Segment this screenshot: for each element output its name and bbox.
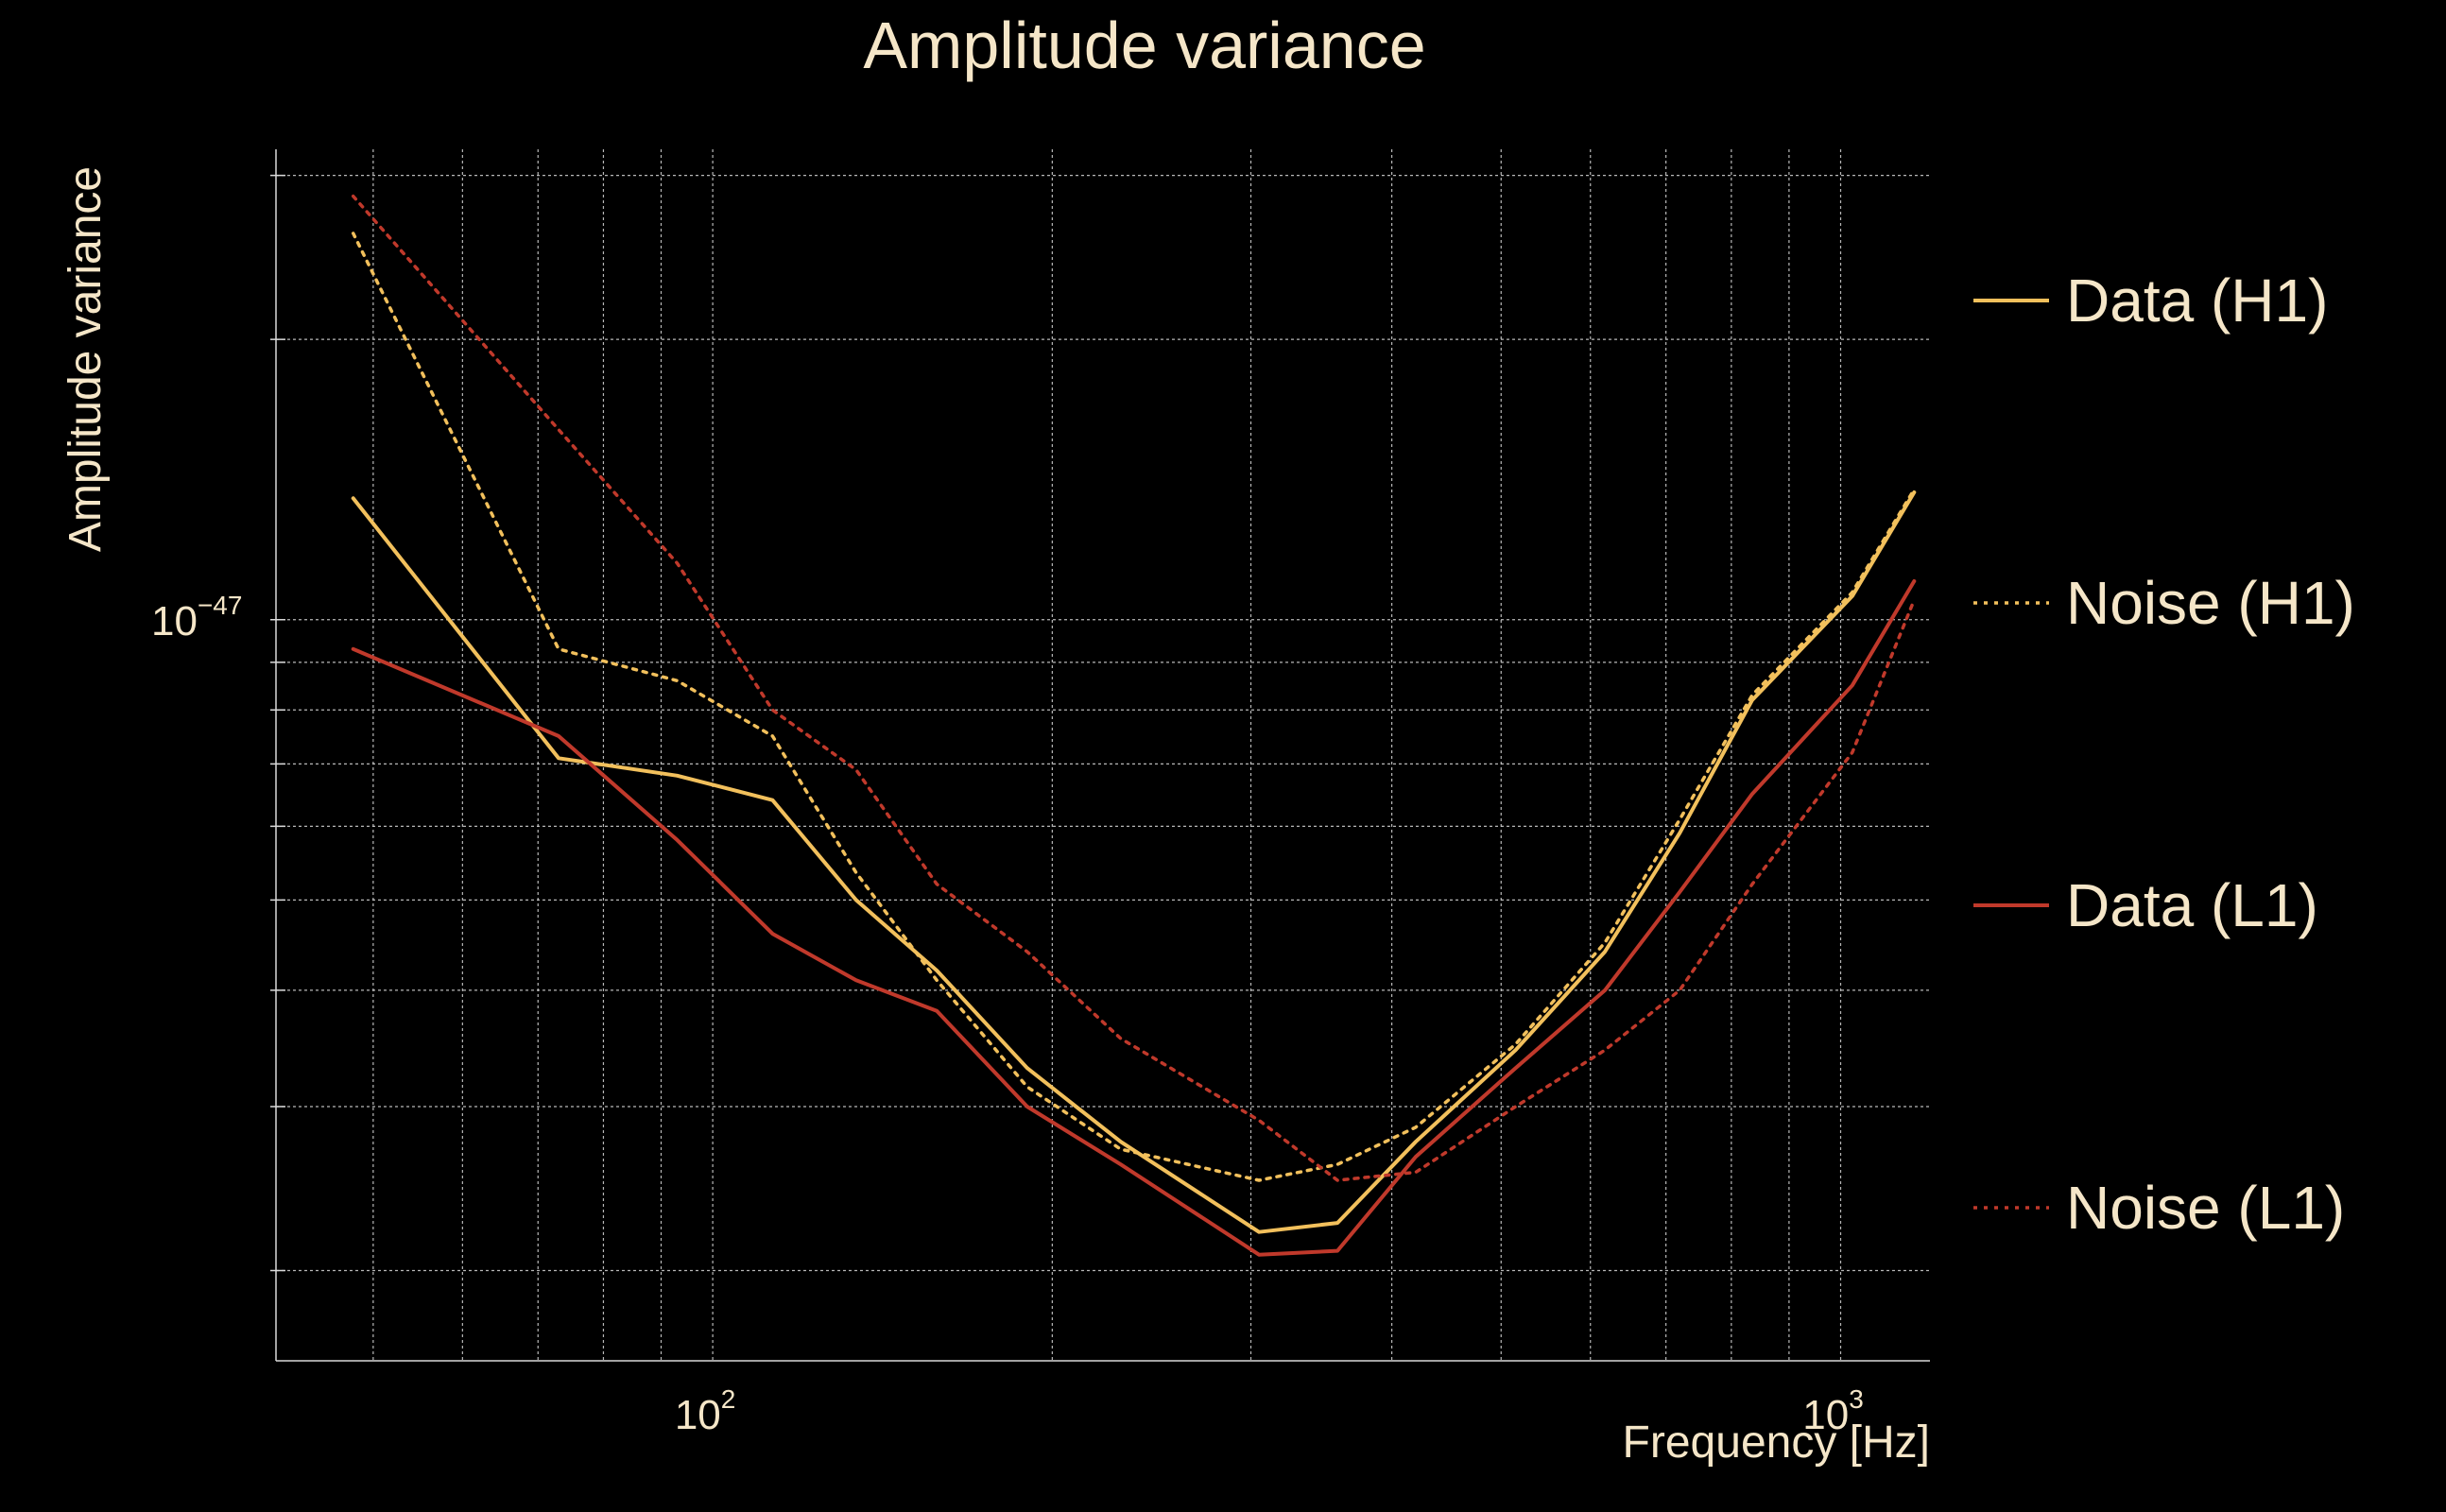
chart-title: Amplitude variance — [863, 9, 1425, 82]
x-tick-label: 103 — [1802, 1384, 1864, 1438]
series-line-1 — [351, 490, 1917, 1234]
legend-label: Data (L1) — [2066, 871, 2318, 939]
tick-labels: 102 103 10−47 — [151, 591, 1864, 1438]
legend: Data (H1) Noise (H1) Data (L1) Noise (L1) — [1973, 266, 2355, 1242]
series-line-2 — [351, 232, 1917, 1182]
y-axis-label: Amplitude variance — [60, 166, 111, 552]
axes — [275, 149, 1930, 1362]
series-line-3 — [351, 579, 1917, 1257]
y-tick-label: 10−47 — [151, 591, 242, 644]
x-axis-label: Frequency [Hz] — [1623, 1418, 1930, 1468]
series-line-4 — [351, 194, 1917, 1182]
legend-label: Noise (H1) — [2066, 569, 2355, 637]
grid — [270, 149, 1930, 1361]
legend-label: Data (H1) — [2066, 266, 2328, 335]
series-lines — [351, 194, 1917, 1257]
legend-label: Noise (L1) — [2066, 1174, 2345, 1242]
x-tick-label: 102 — [675, 1384, 736, 1438]
